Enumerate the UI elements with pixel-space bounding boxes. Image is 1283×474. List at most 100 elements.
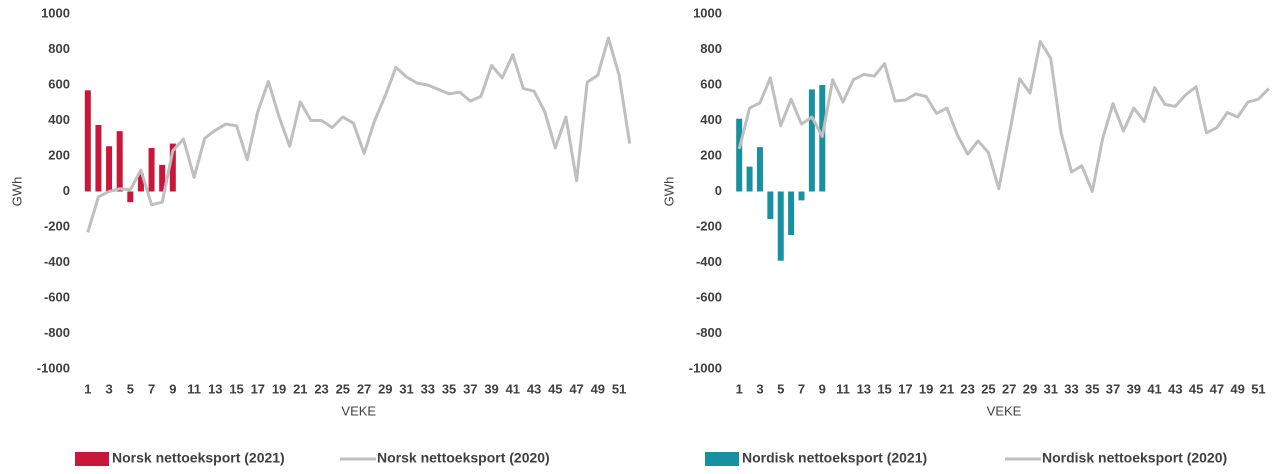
x-tick-label: 37 (463, 381, 477, 396)
y-tick-label: -600 (696, 289, 722, 304)
bar (788, 191, 795, 235)
x-tick-label: 25 (981, 381, 995, 396)
y-tick-label: 200 (700, 147, 722, 162)
x-tick-label: 11 (187, 381, 201, 396)
x-tick-label: 51 (1251, 381, 1265, 396)
y-tick-label: -200 (44, 218, 70, 233)
x-tick-label: 41 (1147, 381, 1161, 396)
x-tick-label: 37 (1106, 381, 1120, 396)
x-tick-label: 25 (336, 381, 350, 396)
x-tick-label: 31 (1043, 381, 1057, 396)
bar (127, 191, 134, 203)
y-tick-label: -400 (696, 254, 722, 269)
bar (819, 85, 826, 192)
x-tick-label: 45 (1189, 381, 1203, 396)
bar (159, 164, 166, 192)
x-tick-label: 17 (898, 381, 912, 396)
y-tick-label: 600 (48, 76, 70, 91)
y-tick-label: -1000 (37, 360, 70, 375)
x-axis-label: VEKE (341, 403, 376, 418)
bar (169, 143, 176, 192)
x-tick-label: 45 (548, 381, 562, 396)
bar (777, 191, 784, 261)
y-tick-label: 400 (700, 112, 722, 127)
bar (746, 166, 753, 192)
x-tick-label: 7 (798, 381, 805, 396)
bar (798, 191, 805, 201)
y-tick-label: -800 (696, 325, 722, 340)
x-tick-label: 35 (1085, 381, 1099, 396)
x-tick-label: 7 (148, 381, 155, 396)
x-tick-label: 31 (399, 381, 413, 396)
x-tick-label: 33 (421, 381, 435, 396)
x-tick-label: 51 (612, 381, 626, 396)
x-tick-label: 19 (919, 381, 933, 396)
y-tick-label: 600 (700, 76, 722, 91)
x-tick-label: 23 (960, 381, 974, 396)
x-tick-label: 21 (940, 381, 954, 396)
x-tick-label: 39 (484, 381, 498, 396)
x-tick-label: 15 (229, 381, 243, 396)
bar (756, 147, 763, 192)
legend-label: Norsk nettoeksport (2020) (377, 450, 550, 466)
x-tick-label: 39 (1127, 381, 1141, 396)
x-tick-label: 17 (251, 381, 265, 396)
y-tick-label: -800 (44, 325, 70, 340)
bar (767, 191, 774, 220)
y-tick-label: 800 (48, 41, 70, 56)
x-tick-label: 1 (736, 381, 743, 396)
x-tick-label: 3 (756, 381, 763, 396)
bar (95, 124, 102, 192)
y-tick-label: -200 (696, 218, 722, 233)
y-tick-label: 400 (48, 112, 70, 127)
x-tick-label: 5 (127, 381, 134, 396)
y-tick-label: -1000 (689, 360, 722, 375)
y-tick-label: 200 (48, 147, 70, 162)
bar (808, 89, 815, 192)
x-tick-label: 5 (777, 381, 784, 396)
x-tick-label: 13 (208, 381, 222, 396)
y-axis-label: GWh (661, 177, 676, 207)
x-tick-label: 33 (1064, 381, 1078, 396)
x-tick-label: 9 (819, 381, 826, 396)
x-tick-label: 15 (877, 381, 891, 396)
y-tick-label: -600 (44, 289, 70, 304)
bar (84, 90, 91, 192)
bar (148, 148, 155, 192)
x-tick-label: 47 (569, 381, 583, 396)
y-tick-label: 800 (700, 41, 722, 56)
x-tick-label: 49 (591, 381, 605, 396)
x-tick-label: 11 (836, 381, 850, 396)
x-tick-label: 3 (105, 381, 112, 396)
bar (736, 118, 743, 192)
y-axis-label: GWh (9, 177, 24, 207)
bar (106, 146, 113, 192)
x-tick-label: 27 (357, 381, 371, 396)
x-tick-label: 35 (442, 381, 456, 396)
x-tick-label: 29 (378, 381, 392, 396)
y-tick-label: 0 (63, 183, 70, 198)
y-tick-label: 1000 (41, 5, 70, 20)
x-tick-label: 27 (1002, 381, 1016, 396)
x-axis-label: VEKE (987, 403, 1022, 418)
bar (137, 173, 144, 192)
x-tick-label: 29 (1023, 381, 1037, 396)
legend-swatch (705, 452, 739, 466)
y-tick-label: -400 (44, 254, 70, 269)
y-tick-label: 1000 (693, 5, 722, 20)
x-tick-label: 43 (527, 381, 541, 396)
x-tick-label: 1 (84, 381, 91, 396)
x-tick-label: 23 (314, 381, 328, 396)
line (86, 36, 632, 233)
x-tick-label: 9 (169, 381, 176, 396)
x-tick-label: 43 (1168, 381, 1182, 396)
x-tick-label: 19 (272, 381, 286, 396)
y-tick-label: 0 (715, 183, 722, 198)
legend-label: Norsk nettoeksport (2021) (112, 450, 285, 466)
x-tick-label: 41 (506, 381, 520, 396)
legend-label: Nordisk nettoeksport (2020) (1042, 450, 1227, 466)
x-tick-label: 21 (293, 381, 307, 396)
x-tick-label: 49 (1230, 381, 1244, 396)
legend-label: Nordisk nettoeksport (2021) (742, 450, 927, 466)
